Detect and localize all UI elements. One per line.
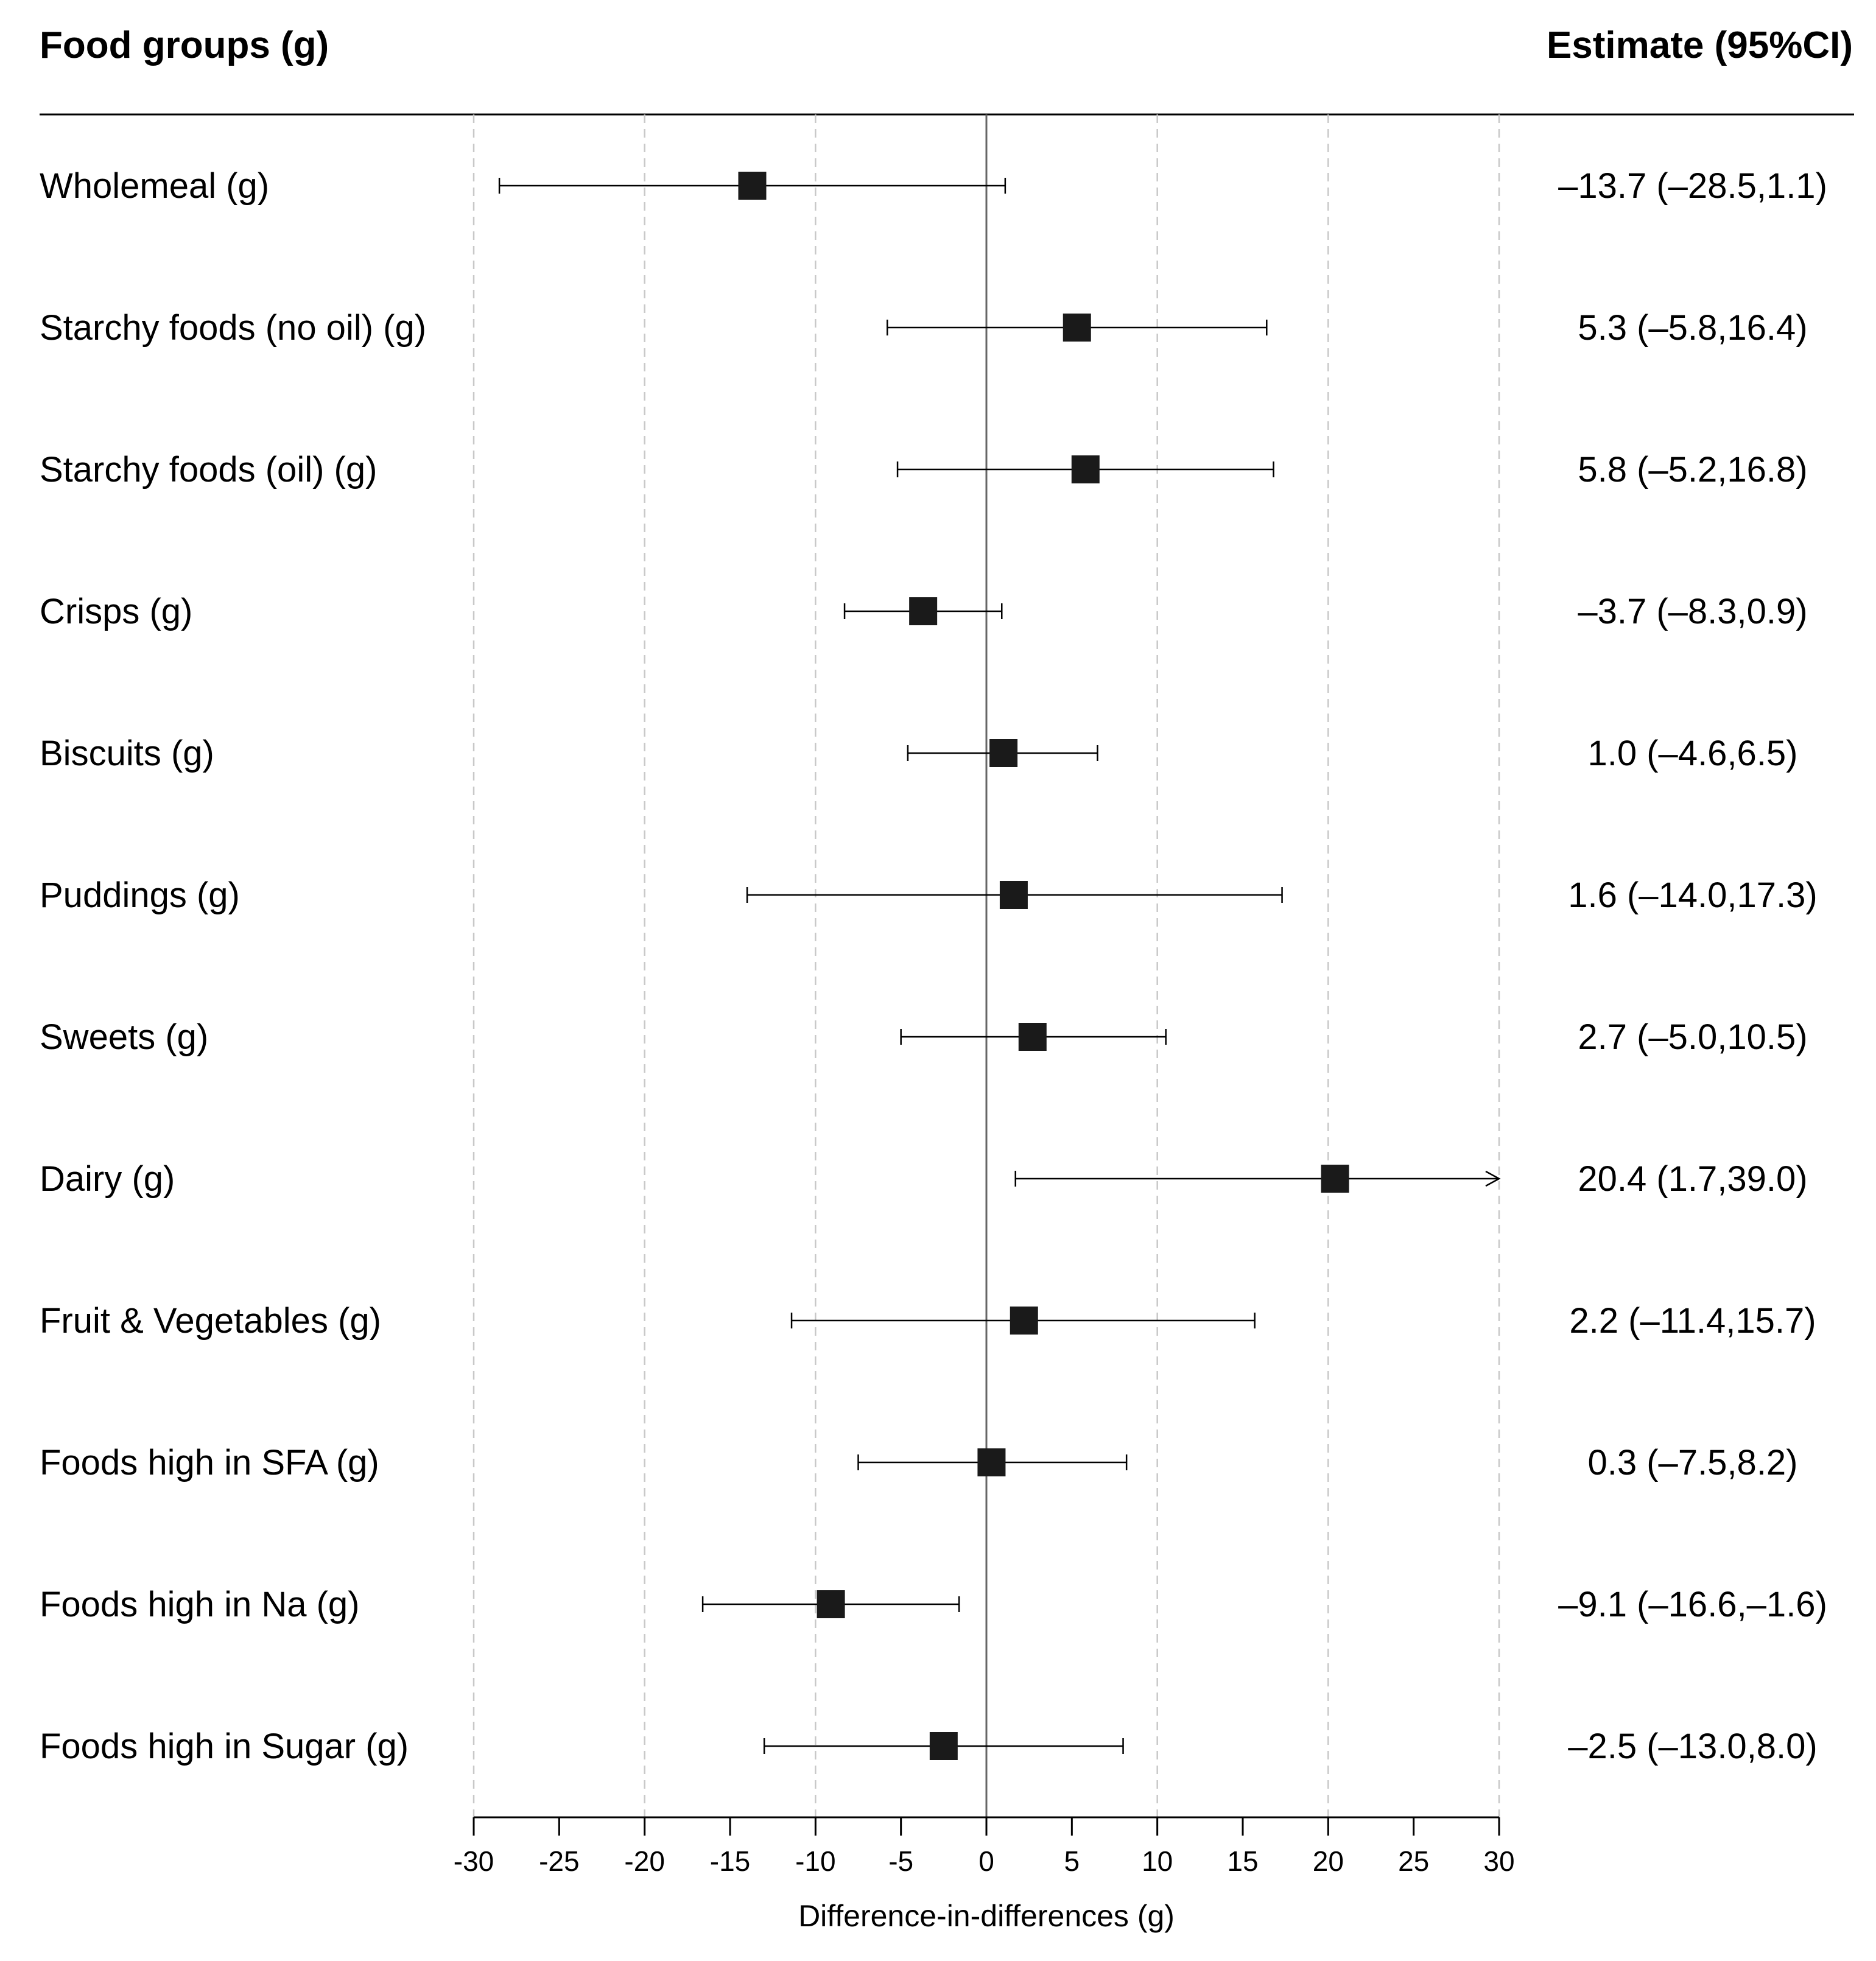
forest-row: Sweets (g) 2.7 (–5.0,10.5) xyxy=(40,1017,1808,1057)
point-estimate-marker xyxy=(977,1448,1006,1476)
x-tick-label: 20 xyxy=(1313,1845,1344,1877)
estimate-text: 2.7 (–5.0,10.5) xyxy=(1578,1017,1807,1057)
row-label: Sweets (g) xyxy=(40,1017,208,1057)
forest-row: Fruit & Vegetables (g) 2.2 (–11.4,15.7) xyxy=(40,1301,1816,1341)
x-tick-label: -10 xyxy=(795,1845,835,1877)
x-axis: -30 -25 -20 -15 -10 -5 0 5 10 15 20 25 30 xyxy=(454,1816,1515,1877)
row-label: Foods high in Na (g) xyxy=(40,1585,359,1624)
forest-row: Foods high in Na (g) –9.1 (–16.6,–1.6) xyxy=(40,1585,1827,1624)
x-axis-label: Difference-in-differences (g) xyxy=(798,1899,1175,1933)
row-label: Foods high in Sugar (g) xyxy=(40,1727,409,1766)
estimate-text: –2.5 (–13.0,8.0) xyxy=(1568,1727,1818,1766)
estimate-text: –3.7 (–8.3,0.9) xyxy=(1578,592,1807,631)
right-header: Estimate (95%CI) xyxy=(1547,24,1853,66)
row-label: Crisps (g) xyxy=(40,592,192,631)
forest-row: Puddings (g) 1.6 (–14.0,17.3) xyxy=(40,875,1818,915)
x-tick-label: 10 xyxy=(1142,1845,1173,1877)
x-tick-label: -20 xyxy=(624,1845,664,1877)
point-estimate-marker xyxy=(999,881,1028,909)
gridlines xyxy=(473,114,1500,1817)
point-estimate-marker xyxy=(817,1590,845,1618)
point-estimate-marker xyxy=(909,597,938,625)
point-estimate-marker xyxy=(989,739,1018,767)
estimate-text: 2.2 (–11.4,15.7) xyxy=(1569,1301,1816,1341)
left-header: Food groups (g) xyxy=(40,24,329,66)
point-estimate-marker xyxy=(1063,314,1091,342)
forest-row: Foods high in SFA (g) 0.3 (–7.5,8.2) xyxy=(40,1443,1798,1482)
forest-row: Biscuits (g) 1.0 (–4.6,6.5) xyxy=(40,734,1798,773)
forest-row: Crisps (g) –3.7 (–8.3,0.9) xyxy=(40,592,1808,631)
point-estimate-marker xyxy=(1071,455,1100,483)
x-tick-label: -5 xyxy=(888,1845,913,1877)
ci-upper-arrow xyxy=(1485,1170,1501,1187)
forest-row: Dairy (g) 20.4 (1.7,39.0) xyxy=(40,1159,1808,1199)
x-tick-label: 30 xyxy=(1483,1845,1514,1877)
point-estimate-marker xyxy=(1018,1023,1047,1051)
estimate-text: –13.7 (–28.5,1.1) xyxy=(1558,166,1827,206)
estimate-text: 1.6 (–14.0,17.3) xyxy=(1568,875,1818,915)
x-tick-label: -15 xyxy=(710,1845,750,1877)
row-label: Puddings (g) xyxy=(40,875,240,915)
row-label: Starchy foods (no oil) (g) xyxy=(40,308,426,348)
point-estimate-marker xyxy=(738,172,767,200)
estimate-text: 0.3 (–7.5,8.2) xyxy=(1588,1443,1798,1482)
point-estimate-marker xyxy=(929,1732,958,1760)
row-label: Fruit & Vegetables (g) xyxy=(40,1301,381,1341)
row-label: Starchy foods (oil) (g) xyxy=(40,450,377,489)
x-tick-label: -25 xyxy=(539,1845,579,1877)
row-label: Wholemeal (g) xyxy=(40,166,269,206)
row-label: Dairy (g) xyxy=(40,1159,175,1199)
forest-row: Foods high in Sugar (g) –2.5 (–13.0,8.0) xyxy=(40,1727,1818,1766)
forest-row: Wholemeal (g) –13.7 (–28.5,1.1) xyxy=(40,166,1827,206)
estimate-text: 1.0 (–4.6,6.5) xyxy=(1588,734,1798,773)
forest-row: Starchy foods (oil) (g) 5.8 (–5.2,16.8) xyxy=(40,450,1808,489)
estimate-text: 5.8 (–5.2,16.8) xyxy=(1578,450,1807,489)
x-tick-label: 0 xyxy=(978,1845,994,1877)
row-label: Foods high in SFA (g) xyxy=(40,1443,379,1482)
x-tick-label: -30 xyxy=(454,1845,494,1877)
point-estimate-marker xyxy=(1321,1165,1349,1193)
x-tick-label: 25 xyxy=(1398,1845,1429,1877)
estimate-text: –9.1 (–16.6,–1.6) xyxy=(1558,1585,1827,1624)
x-tick-label: 5 xyxy=(1064,1845,1080,1877)
rows: Wholemeal (g) –13.7 (–28.5,1.1) Starchy fo… xyxy=(40,166,1827,1766)
x-tick-label: 15 xyxy=(1227,1845,1258,1877)
estimate-text: 5.3 (–5.8,16.4) xyxy=(1578,308,1807,348)
forest-row: Starchy foods (no oil) (g) 5.3 (–5.8,16.4… xyxy=(40,308,1808,348)
estimate-text: 20.4 (1.7,39.0) xyxy=(1578,1159,1807,1199)
row-label: Biscuits (g) xyxy=(40,734,214,773)
point-estimate-marker xyxy=(1010,1307,1038,1335)
